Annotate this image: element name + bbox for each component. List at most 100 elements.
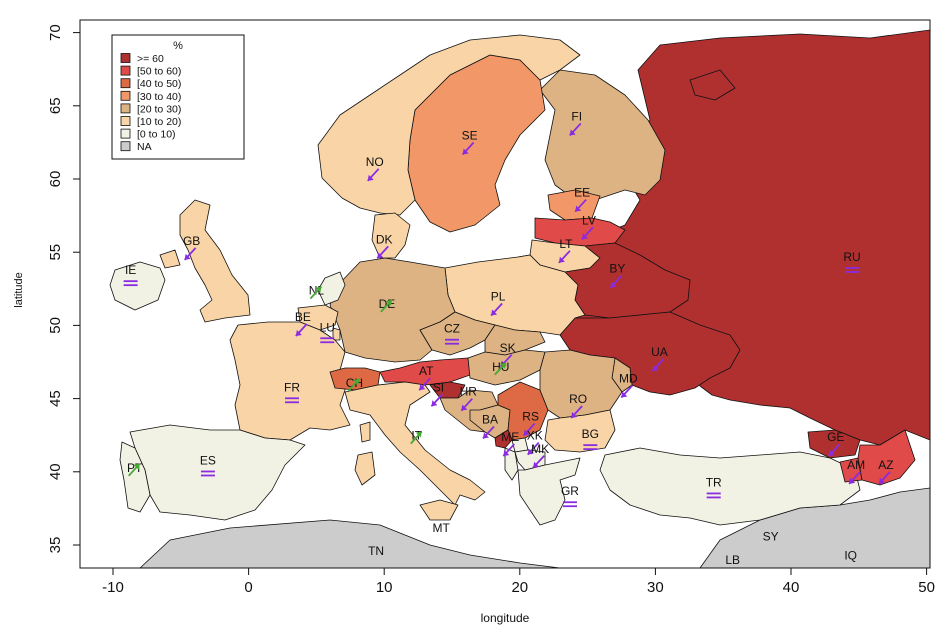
country-label: LV — [582, 213, 596, 227]
country-label: CZ — [444, 322, 460, 336]
country-it — [344, 381, 486, 506]
country-label: DK — [376, 232, 393, 246]
y-tick-label: 60 — [47, 171, 64, 188]
country-label: FI — [571, 109, 582, 123]
trend-down-arrow-icon — [532, 455, 545, 469]
y-tick-label: 70 — [47, 24, 64, 41]
country-label: SE — [462, 128, 478, 142]
trend-down-arrow-icon — [569, 122, 582, 137]
country-label: BA — [482, 412, 498, 426]
country-no — [317, 34, 581, 216]
country-ch — [329, 367, 381, 391]
island-n-ireland — [159, 249, 181, 269]
country-es — [129, 424, 306, 521]
legend-title: % — [173, 40, 183, 52]
country-label: SK — [500, 341, 516, 355]
legend-swatch — [120, 78, 131, 89]
country-label: LB — [725, 553, 740, 567]
trend-down-arrow-icon — [295, 323, 308, 337]
island-svalbard-area — [689, 69, 736, 101]
country-lv — [534, 217, 626, 247]
trend-down-arrow-icon — [367, 168, 380, 182]
country-al — [504, 447, 519, 481]
trend-up-arrow-icon — [380, 299, 393, 313]
y-tick-label: 65 — [47, 97, 64, 114]
trend-down-arrow-icon — [482, 425, 495, 440]
trend-down-arrow-icon — [418, 377, 431, 391]
country-label: HR — [460, 385, 478, 399]
x-tick-label: 50 — [918, 579, 935, 596]
trend-down-arrow-icon — [183, 247, 197, 261]
country-fi — [539, 69, 666, 201]
x-tick-label: -10 — [102, 579, 124, 596]
country-label: CH — [346, 376, 363, 390]
country-label: BG — [582, 427, 599, 441]
x-tick-label: 20 — [511, 579, 528, 596]
country-gb — [179, 199, 251, 323]
y-tick-label: 45 — [47, 390, 64, 407]
country-label: AZ — [878, 458, 893, 472]
legend-swatch — [120, 90, 131, 101]
trend-up-arrow-icon — [410, 430, 423, 445]
trend-up-arrow-icon — [494, 362, 507, 376]
country-label: LT — [559, 237, 573, 251]
country-label: IQ — [844, 549, 857, 563]
country-label: PL — [491, 290, 506, 304]
trend-down-arrow-icon — [461, 141, 475, 156]
trend-stable-equals-icon — [562, 501, 577, 508]
trend-down-arrow-icon — [581, 226, 594, 240]
country-pt — [119, 441, 151, 513]
country-bg — [544, 409, 616, 453]
y-tick-label: 35 — [47, 537, 64, 554]
island-sicily — [419, 499, 459, 521]
country-label: UA — [651, 345, 668, 359]
country-fr — [229, 321, 351, 441]
country-label: DE — [379, 297, 396, 311]
trend-down-arrow-icon — [527, 441, 540, 456]
country-tr — [599, 447, 861, 526]
x-axis-label: longitude — [481, 611, 530, 625]
trend-down-arrow-icon — [620, 384, 633, 399]
country-label: BY — [609, 262, 625, 276]
legend-label: [0 to 10) — [137, 129, 176, 141]
trend-stable-equals-icon — [200, 470, 215, 477]
legend-label: [40 to 50) — [137, 78, 181, 90]
trend-stable-equals-icon — [320, 337, 335, 344]
country-label: LU — [320, 320, 335, 334]
country-label: NO — [366, 155, 384, 169]
country-label: AT — [419, 364, 434, 378]
country-label: RS — [522, 410, 539, 424]
legend-label: [20 to 30) — [137, 103, 181, 115]
country-label: XK — [527, 429, 543, 443]
trend-down-arrow-icon — [558, 250, 571, 264]
trend-stable-equals-icon — [845, 267, 860, 273]
country-me — [494, 429, 513, 449]
country-label: GE — [827, 430, 844, 444]
country-label: MK — [531, 442, 549, 456]
country-label: IE — [125, 263, 136, 277]
trend-stable-equals-icon — [284, 397, 299, 404]
plot-frame — [79, 19, 931, 569]
country-label: AM — [847, 458, 865, 472]
country-label: BE — [295, 310, 311, 324]
legend-label: NA — [137, 141, 152, 153]
trend-down-arrow-icon — [651, 358, 665, 372]
legend-swatch — [120, 103, 131, 114]
country-label: RU — [843, 250, 860, 264]
country-lu — [332, 327, 341, 341]
island-corsica — [359, 421, 371, 443]
x-tick-label: 40 — [783, 579, 800, 596]
trend-up-arrow-icon — [347, 378, 361, 392]
y-tick-label: 40 — [47, 463, 64, 480]
trend-down-arrow-icon — [490, 302, 503, 317]
island-sardinia — [354, 451, 376, 486]
country-gr — [517, 457, 581, 526]
country-label: GR — [561, 484, 579, 498]
legend-swatch — [120, 141, 131, 152]
x-tick-label: 30 — [647, 579, 664, 596]
country-label: ES — [200, 453, 216, 467]
trend-down-arrow-icon — [828, 443, 841, 457]
trend-stable-equals-icon — [123, 280, 138, 287]
x-axis: -10 0 10 20 30 40 50 — [102, 568, 935, 596]
country-label: SY — [763, 530, 779, 544]
